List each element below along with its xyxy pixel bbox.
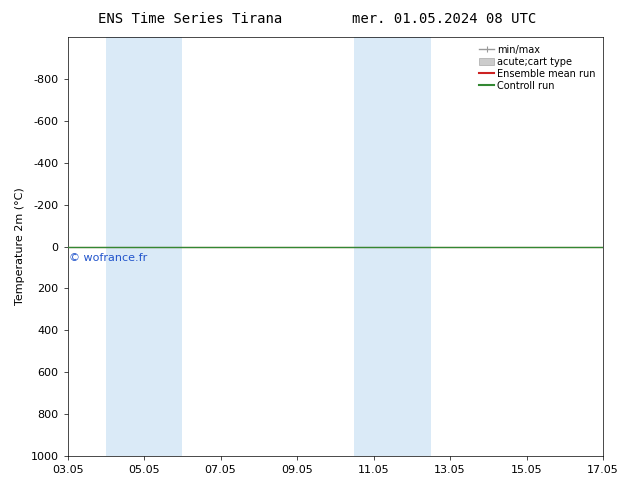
Legend: min/max, acute;cart type, Ensemble mean run, Controll run: min/max, acute;cart type, Ensemble mean … [476, 42, 598, 94]
Bar [392, 37, 431, 456]
Text: © wofrance.fr: © wofrance.fr [70, 253, 148, 263]
Text: ENS Time Series Tirana: ENS Time Series Tirana [98, 12, 282, 26]
Y-axis label: Temperature 2m (°C): Temperature 2m (°C) [15, 188, 25, 305]
Bar [354, 37, 392, 456]
Bar [144, 37, 183, 456]
Text: mer. 01.05.2024 08 UTC: mer. 01.05.2024 08 UTC [352, 12, 536, 26]
Bar [106, 37, 144, 456]
